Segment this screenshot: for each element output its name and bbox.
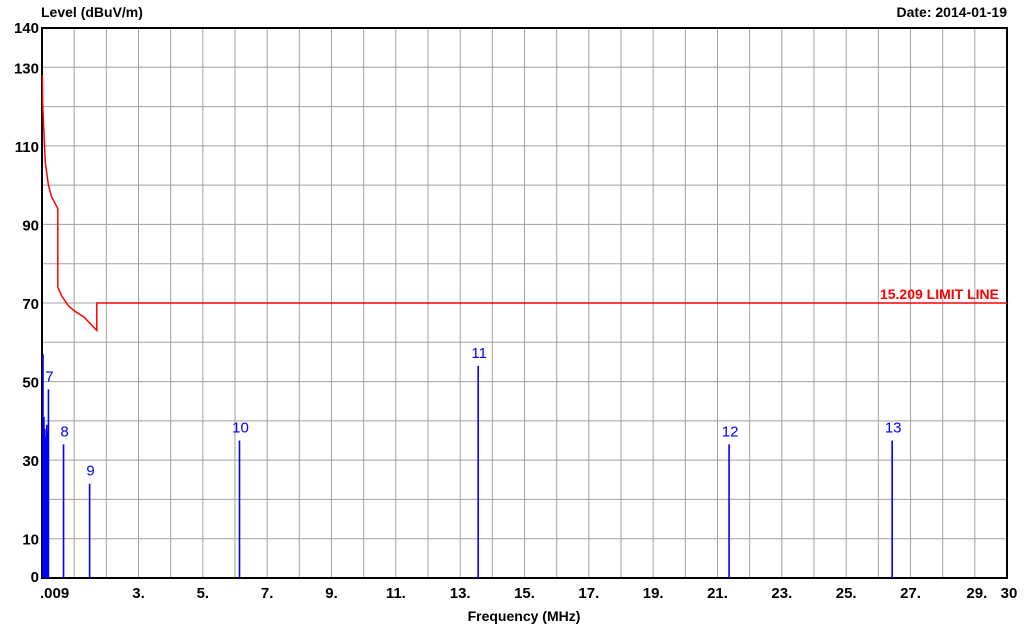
x-tick-label: 21. <box>707 585 728 602</box>
marker-label: 11 <box>471 345 487 362</box>
x-tick-label: 7. <box>261 585 274 602</box>
y-axis-label: Level (dBuV/m) <box>41 4 143 20</box>
x-tick-label: 19. <box>643 585 664 602</box>
x-tick-label: 27. <box>900 585 921 602</box>
limit-line <box>41 75 1007 333</box>
marker-label: 12 <box>722 423 739 440</box>
x-tick-label: 13. <box>450 585 471 602</box>
x-tick-label: 3. <box>132 585 145 602</box>
y-tick-label: 130 <box>14 60 39 77</box>
marker-label: 13 <box>885 420 902 437</box>
x-tick-label: .009 <box>40 585 69 602</box>
x-tick-label: 25. <box>836 585 857 602</box>
x-tick-label: 9. <box>325 585 338 602</box>
x-tick-labels: .009 3. 5. 7. 9. 11. 13. 15. 17. 19. 21. 23. 25. 27. 2… <box>40 585 1017 602</box>
y-tick-label: 10 <box>22 532 39 549</box>
marker-label: 8 <box>60 423 68 440</box>
marker-group: 7 8 9 10 11 12 13 <box>42 345 902 578</box>
marker-label: 10 <box>232 420 249 437</box>
y-tick-label: 70 <box>22 296 39 313</box>
x-tick-label: 17. <box>578 585 599 602</box>
y-tick-label: 140 <box>14 20 39 37</box>
y-tick-label: 90 <box>22 217 39 234</box>
marker-label: 7 <box>45 368 53 385</box>
limit-line-label: 15.209 LIMIT LINE <box>880 286 999 302</box>
limit-line-group: 15.209 LIMIT LINE <box>41 75 1007 333</box>
y-tick-label: 110 <box>15 139 39 156</box>
x-axis-label: Frequency (MHz) <box>468 608 581 624</box>
x-tick-label: 29. <box>966 585 987 602</box>
x-tick-label: 11. <box>386 585 406 602</box>
y-tick-label: 30 <box>22 453 39 470</box>
date-label: Date: 2014-01-19 <box>896 4 1007 20</box>
x-tick-label: 30 <box>1001 585 1018 602</box>
x-tick-label: 23. <box>771 585 792 602</box>
x-tick-label: 15. <box>514 585 535 602</box>
y-tick-label: 50 <box>22 375 39 392</box>
y-tick-labels: 0 10 30 50 70 90 110 130 140 <box>14 20 39 586</box>
marker-label: 9 <box>86 463 94 480</box>
x-tick-label: 5. <box>197 585 210 602</box>
y-tick-label: 0 <box>31 569 39 586</box>
